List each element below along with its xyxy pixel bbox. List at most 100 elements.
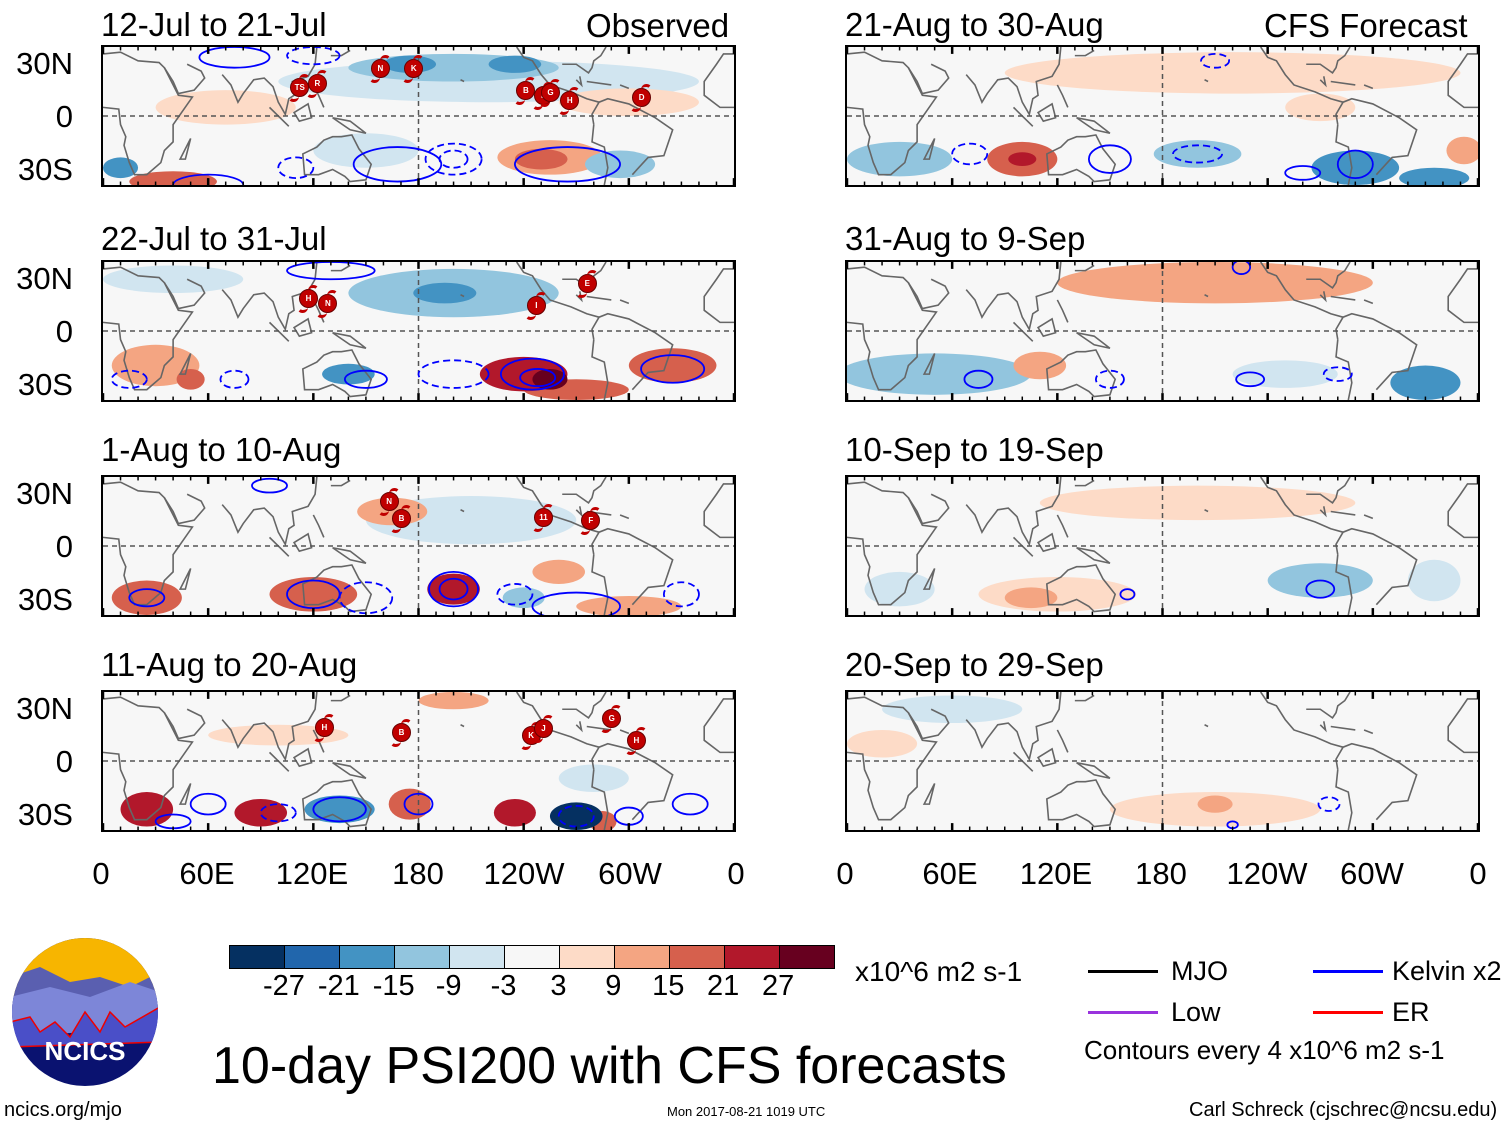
kelvin-contour-negative — [1173, 145, 1222, 162]
map-canvas — [103, 692, 734, 830]
lon-label: 120E — [275, 856, 349, 891]
kelvin-contour-negative — [1324, 367, 1352, 381]
kelvin-contour-positive — [440, 579, 468, 600]
tropical-cyclone-icon: D — [630, 84, 653, 113]
kelvin-contour-positive — [287, 262, 375, 279]
kelvin-contour-positive — [615, 808, 643, 825]
lon-label: 0 — [727, 856, 745, 891]
kelvin-contour-positive — [199, 47, 269, 68]
anomaly-shading — [1399, 167, 1470, 185]
map-panel — [845, 45, 1480, 187]
anomaly-shading — [847, 141, 953, 177]
anomaly-shading — [120, 792, 174, 827]
panel-title: 10-Sep to 19-Sep — [845, 431, 1104, 468]
contour-note: Contours every 4 x10^6 m2 s-1 — [1084, 1035, 1445, 1065]
anomaly-shading — [1004, 52, 1461, 94]
lat-label: 30S — [17, 152, 73, 187]
kelvin-contour-negative — [1096, 371, 1124, 388]
colorbar-label: 9 — [605, 970, 622, 1002]
kelvin-contour-positive — [964, 371, 992, 388]
anomaly-shading — [1008, 152, 1037, 167]
author-credit: Carl Schreck (cjschrec@ncsu.edu) — [1189, 1099, 1498, 1121]
lat-label: 30S — [17, 367, 73, 402]
tropical-cyclone-icon: H — [312, 713, 335, 742]
kelvin-contour-positive — [532, 593, 620, 615]
anomaly-shading — [532, 368, 568, 390]
anomaly-shading — [558, 88, 699, 116]
lat-label: 30N — [16, 476, 73, 511]
anomaly-shading — [208, 724, 349, 746]
colorbar-label: 21 — [707, 970, 740, 1002]
colorbar-swatch — [670, 946, 725, 968]
legend-label-mjo: MJO — [1171, 956, 1228, 986]
legend-line-kelvin — [1313, 970, 1383, 973]
tropical-cyclone-icon: N — [377, 488, 400, 517]
lon-label: 60W — [1340, 856, 1404, 891]
tropical-cyclone-icon: N — [316, 290, 339, 319]
lat-label: 30N — [16, 261, 73, 296]
anomaly-shading — [427, 573, 480, 605]
tropical-cyclone-icon: N — [368, 54, 391, 83]
legend-line-low — [1088, 1011, 1158, 1014]
colorbar-swatch — [340, 946, 395, 968]
legend-line-mjo — [1088, 970, 1158, 973]
lat-label: 0 — [55, 529, 73, 564]
lat-label: 0 — [55, 99, 73, 134]
kelvin-contour-negative — [426, 144, 482, 175]
tropical-cyclone-icon: G — [538, 78, 561, 107]
tropical-cyclone-icon: I — [524, 292, 547, 321]
anomaly-shading — [864, 571, 935, 607]
anomaly-shading — [847, 729, 918, 758]
lon-label: 0 — [1469, 856, 1487, 891]
tropical-cyclone-icon: B — [389, 505, 412, 534]
tropical-cyclone-icon: 11 — [531, 503, 554, 532]
anomaly-shading — [502, 587, 545, 609]
colorbar-label: 3 — [550, 970, 567, 1002]
anomaly-shading — [978, 577, 1137, 612]
legend-label-low: Low — [1171, 997, 1221, 1027]
colorbar-label: 27 — [761, 970, 795, 1002]
source-url[interactable]: ncics.org/mjo — [4, 1099, 122, 1121]
kelvin-contour-positive — [173, 175, 243, 185]
legend-label-er: ER — [1392, 997, 1430, 1027]
colorbar-label: -3 — [490, 970, 517, 1002]
lon-label: 60W — [598, 856, 662, 891]
tropical-cyclone-icon: R — [305, 70, 328, 99]
colorbar-label: -21 — [317, 970, 360, 1002]
anomaly-shading — [847, 353, 1032, 395]
colorbar-swatch — [505, 946, 560, 968]
anomaly-shading — [418, 692, 489, 710]
tropical-cyclone-icon: H — [297, 285, 320, 314]
legend-label-kelvin: Kelvin x2 — [1392, 956, 1502, 986]
anomaly-shading — [532, 559, 586, 584]
anomaly-shading — [234, 798, 288, 827]
kelvin-contour-positive — [1306, 581, 1334, 598]
colorbar-swatch — [725, 946, 780, 968]
anomaly-shading — [413, 282, 477, 304]
kelvin-contour-positive — [520, 369, 555, 386]
anomaly-shading — [576, 596, 682, 615]
tropical-cyclone-icon: G — [600, 704, 623, 733]
kelvin-contour-negative — [287, 47, 340, 64]
timestamp: Mon 2017-08-21 1019 UTC — [667, 1104, 826, 1119]
map-panel — [845, 260, 1480, 402]
anomaly-shading — [488, 55, 542, 73]
kelvin-contour-negative — [278, 157, 313, 178]
lon-label: 180 — [392, 856, 444, 891]
lon-label: 60E — [922, 856, 978, 891]
forecast-label: CFS Forecast — [1264, 7, 1468, 44]
anomaly-shading — [1390, 365, 1461, 400]
kelvin-contour-positive — [345, 371, 387, 388]
anomaly-shading — [1197, 795, 1233, 813]
anomaly-shading — [1311, 150, 1400, 185]
colorbar-label: 15 — [652, 970, 685, 1002]
map-panel: TSRNKBFGHD — [101, 45, 736, 187]
colorbar-swatch — [230, 946, 285, 968]
anomaly-shading — [1057, 262, 1373, 304]
kelvin-contour-negative — [220, 371, 248, 388]
kelvin-contour-positive — [1338, 151, 1373, 179]
lat-label: 30N — [16, 46, 73, 81]
anomaly-shading — [1285, 93, 1356, 122]
kelvin-contour-positive — [1120, 589, 1134, 599]
